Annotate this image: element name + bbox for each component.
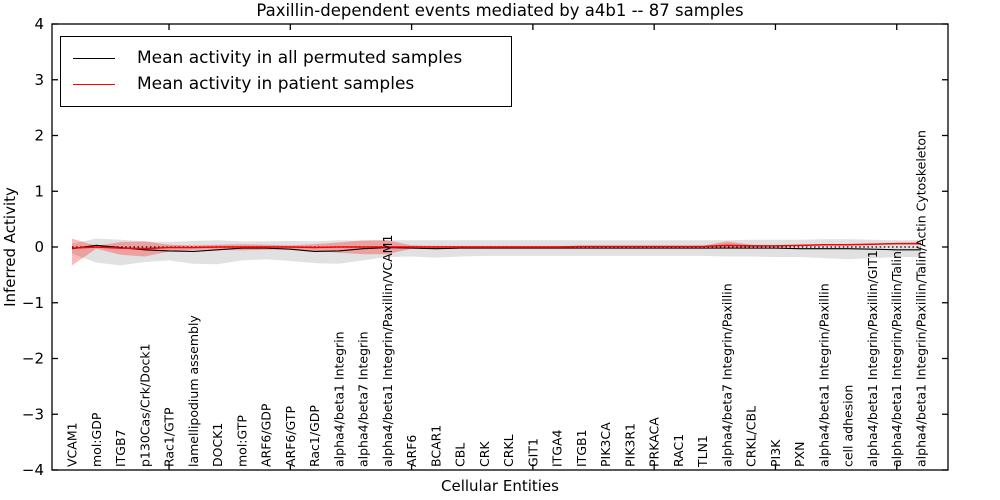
category-label: CBL [453,443,468,467]
category-label: CRK [477,441,492,467]
y-tick-label: −2 [22,350,44,368]
y-tick-label: 4 [34,15,44,33]
category-label: GIT1 [525,438,540,467]
category-label: p130Cas/Crk/Dock1 [137,343,152,467]
chart-title: Paxillin-dependent events mediated by a4… [256,1,744,20]
category-label: PRKACA [647,417,662,467]
patient-samples-range-band [72,238,921,266]
category-label: cell adhesion [841,385,856,467]
category-label: ARF6/GDP [259,403,274,467]
category-label: alpha4/beta7 Integrin/Paxillin [719,283,734,467]
legend-entry-permuted: Mean activity in all permuted samples [73,45,501,71]
y-tick-label: 2 [34,127,44,145]
legend-line-permuted-icon [73,57,115,59]
y-tick-label: 0 [34,238,44,256]
legend-label-patient: Mean activity in patient samples [137,74,415,94]
category-label: PIK3R1 [622,423,637,467]
category-label: Rac1/GTP [162,407,177,467]
category-label: ITGA4 [550,429,565,467]
category-label: BCAR1 [428,425,443,467]
legend-entry-patient: Mean activity in patient samples [73,71,501,97]
category-label: TLN1 [695,435,710,468]
x-axis-label: Cellular Entities [441,477,559,495]
category-label: alpha4/beta1 Integrin [331,331,346,467]
category-label: alpha4/beta1 Integrin/Paxillin/GIT1 [865,250,880,467]
legend-line-patient-icon [73,83,115,85]
y-tick-label: 1 [34,182,44,200]
category-label: PIK3CA [598,422,613,467]
category-label: mol:GTP [234,415,249,467]
category-label: VCAM1 [65,422,80,467]
category-label: alpha4/beta1 Integrin/Paxillin [816,283,831,467]
category-label: alpha4/beta1 Integrin/Paxillin/Talin [889,251,904,467]
y-tick-label: −3 [22,405,44,423]
category-label: alpha4/beta7 Integrin [356,331,371,467]
category-label: DOCK1 [210,423,225,467]
category-label: PI3K [768,439,783,467]
legend-label-permuted: Mean activity in all permuted samples [137,48,463,68]
category-label: ITGB1 [574,429,589,467]
category-label: Rac1/GDP [307,405,322,467]
category-label: alpha4/beta1 Integrin/Paxillin/VCAM1 [380,235,395,467]
category-label: ARF6 [404,435,419,467]
category-label: PXN [792,442,807,467]
category-label: CRKL [501,434,516,467]
category-label: ARF6/GTP [283,406,298,467]
category-label: CRKL/CBL [744,406,759,467]
patient-mean-line [71,242,921,250]
permuted-mean-line [71,244,921,253]
permuted-samples-range-band [72,238,921,266]
category-label: alpha4/beta1 Integrin/Paxillin/Talin/Act… [914,130,929,467]
category-label: mol:GDP [89,412,104,467]
category-label: ITGB7 [113,429,128,467]
legend: Mean activity in all permuted samples Me… [60,36,512,107]
y-tick-label: 3 [34,71,44,89]
category-label: lamellipodium assembly [186,315,201,467]
y-tick-label: −1 [22,294,44,312]
y-tick-label: −4 [22,461,44,479]
category-label: RAC1 [671,434,686,467]
